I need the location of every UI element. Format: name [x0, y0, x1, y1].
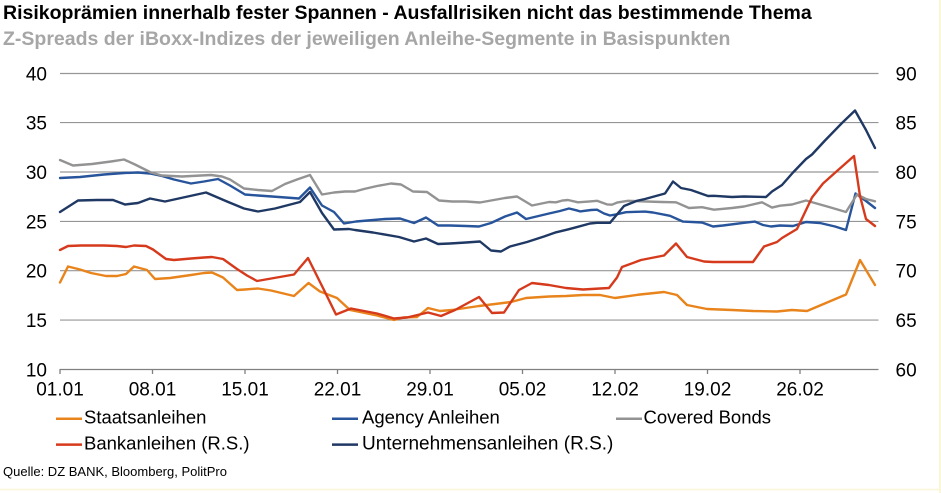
svg-text:40: 40	[26, 64, 47, 85]
svg-text:08.01: 08.01	[129, 380, 177, 401]
svg-text:05.02: 05.02	[499, 380, 547, 401]
svg-text:20: 20	[26, 262, 47, 283]
svg-text:Covered Bonds: Covered Bonds	[644, 407, 772, 428]
svg-text:29.01: 29.01	[406, 380, 454, 401]
svg-text:15.01: 15.01	[221, 380, 269, 401]
svg-text:80: 80	[896, 163, 917, 184]
svg-text:Staatsanleihen: Staatsanleihen	[84, 407, 206, 428]
svg-text:22.01: 22.01	[314, 380, 362, 401]
svg-text:Unternehmensanleihen (R.S.): Unternehmensanleihen (R.S.)	[362, 433, 613, 454]
svg-text:15: 15	[26, 311, 47, 332]
svg-text:30: 30	[26, 163, 47, 184]
svg-text:70: 70	[896, 262, 917, 283]
svg-text:26.02: 26.02	[776, 380, 824, 401]
svg-text:35: 35	[26, 114, 47, 135]
svg-text:Agency Anleihen: Agency Anleihen	[362, 407, 500, 428]
svg-text:90: 90	[896, 64, 917, 85]
svg-text:Bankanleihen (R.S.): Bankanleihen (R.S.)	[84, 432, 250, 453]
svg-text:65: 65	[896, 311, 917, 332]
svg-text:85: 85	[896, 114, 917, 135]
svg-text:60: 60	[896, 360, 917, 381]
svg-text:75: 75	[896, 212, 917, 233]
svg-text:12.02: 12.02	[591, 380, 639, 401]
svg-text:19.02: 19.02	[684, 380, 732, 401]
svg-text:25: 25	[26, 212, 47, 233]
svg-text:01.01: 01.01	[36, 380, 84, 401]
svg-text:10: 10	[26, 360, 47, 381]
